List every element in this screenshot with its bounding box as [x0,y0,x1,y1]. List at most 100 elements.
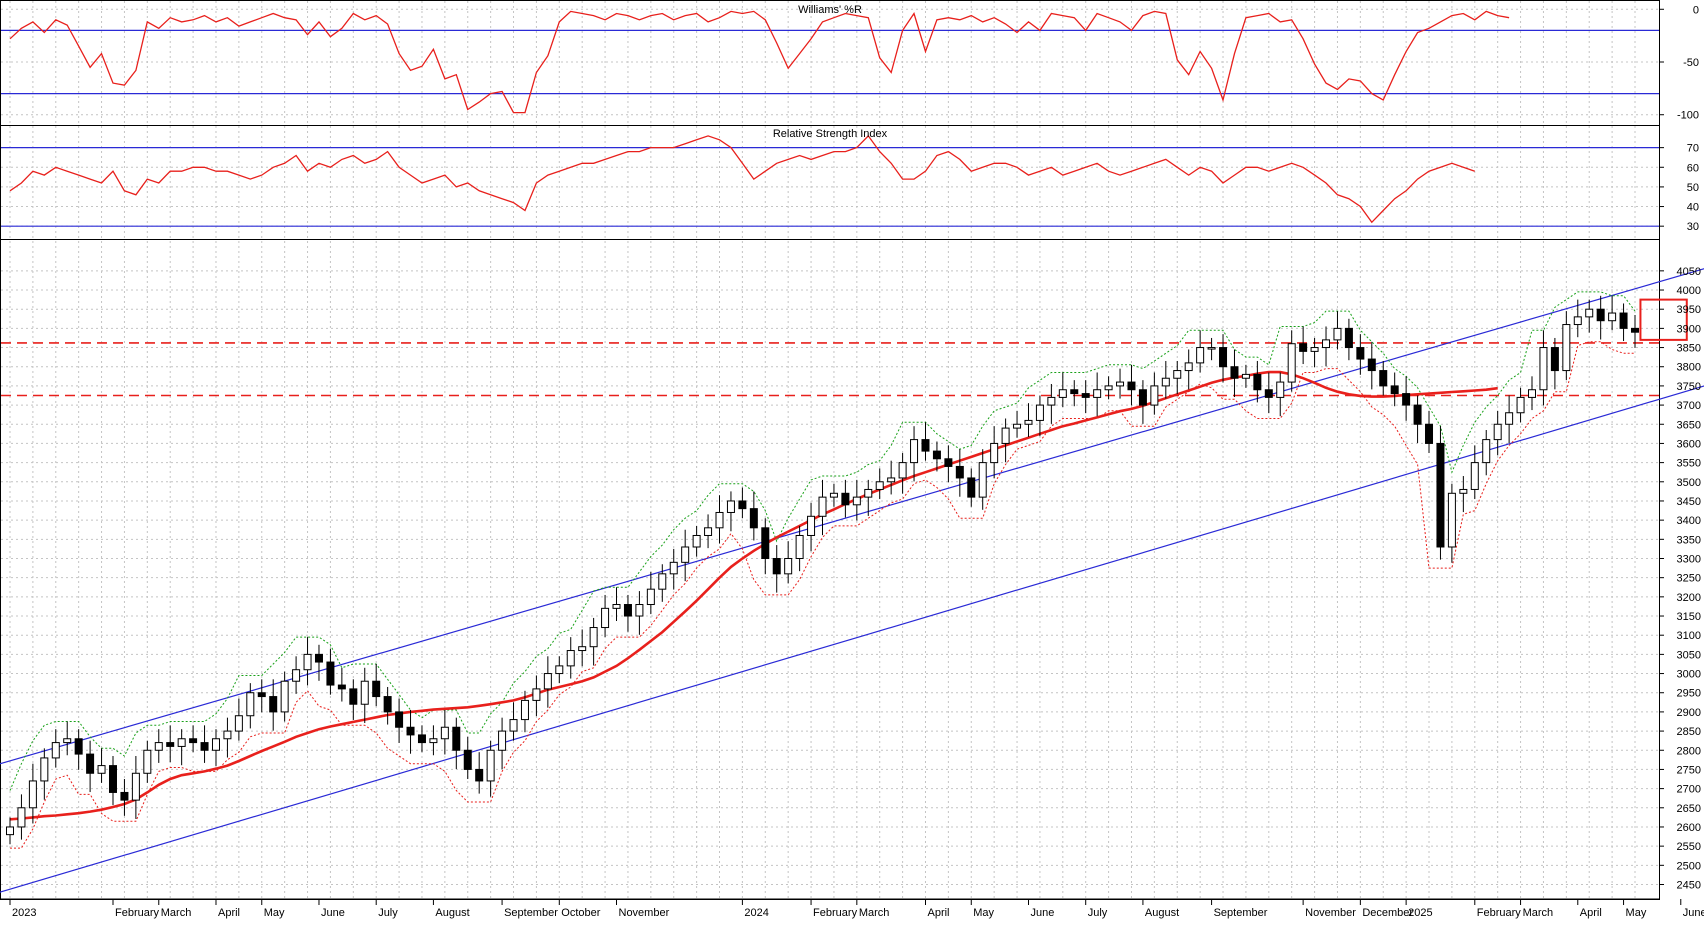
price-y-tick-label: 3700 [1677,400,1701,412]
candle-body [1207,347,1216,350]
x-tick-label: May [264,907,285,919]
candle-body [1493,423,1502,441]
candle-body [1505,412,1514,425]
candle-body [532,688,541,701]
price-y-tick-label: 4000 [1677,285,1701,297]
candle-body [1528,389,1537,398]
candle-body [738,500,747,510]
candle-body [120,791,129,801]
candle-body [1367,358,1376,372]
candle-body [932,450,941,460]
candle-body [887,477,896,483]
x-tick-label: February [813,907,858,919]
price-layer [0,268,1704,893]
candle-body [807,515,816,536]
candle-body [635,604,644,617]
candle-body [543,673,552,690]
candle-body [51,742,60,759]
x-tick-label: March [859,907,890,919]
x-tick-label: April [927,907,949,919]
candle-body [372,680,381,698]
candle-body [246,692,255,717]
candle-body [1287,343,1296,383]
rsi-layer [1,134,1659,227]
price-y-tick-label: 3800 [1677,362,1701,374]
rsi-series-line [9,134,1476,224]
candle-body [1173,370,1182,379]
price-y-tick-label: 2700 [1677,784,1701,796]
x-tick-label: 2023 [12,907,36,919]
price-y-tick-label: 3550 [1677,458,1701,470]
candle-body [1402,393,1411,406]
x-tick-label: July [378,907,398,919]
candle-body [337,684,346,690]
candle-body [166,742,175,747]
candle-body [223,730,232,740]
x-tick-label: February [115,907,160,919]
candle-body [601,607,610,629]
x-tick-label: August [1145,907,1179,919]
candle-body [829,492,838,498]
x-tick-label: April [218,907,240,919]
price-y-tick-label: 3100 [1677,630,1701,642]
candle-body [269,696,278,713]
candle-body [1310,347,1319,352]
price-y-tick-label: 3050 [1677,649,1701,661]
rsi-y-tick-label: 30 [1687,221,1699,233]
candle-body [1253,373,1262,391]
x-tick-label: December [1362,907,1413,919]
price-y-tick-label: 4050 [1677,266,1701,278]
candle-body [1333,327,1342,341]
candle-body [841,492,850,506]
candle-body [1184,362,1193,372]
x-tick-label: June [1683,907,1704,919]
x-tick-label: July [1088,907,1108,919]
candle-body [360,680,369,705]
candle-body [40,757,49,782]
candle-body [555,665,564,675]
price-y-tick-label: 3850 [1677,343,1701,355]
x-tick-label: September [504,907,558,919]
candle-body [1070,389,1079,395]
candle-body [1516,396,1525,414]
candle-body [1276,381,1285,398]
x-tick-label: June [1030,907,1054,919]
candle-body [498,730,507,751]
candle-body [292,669,301,682]
price-y-tick-label: 3950 [1677,304,1701,316]
candle-body [1356,347,1365,360]
x-tick-label: March [1523,907,1554,919]
candle-body [978,462,987,498]
axis-layer: 0 -50 -100 70 60 50 40 30 4050 4000 3950 3900 3850 38… [1,4,1704,919]
candle-body [578,646,587,652]
candle-body [395,711,404,728]
candle-body [704,527,713,536]
candle-body [314,653,323,663]
price-y-tick-label: 2950 [1677,688,1701,700]
candle-body [1161,377,1170,387]
williams-title: Williams' %R [798,4,862,16]
rsi-y-tick-label: 40 [1687,202,1699,214]
candle-body [910,439,919,464]
price-y-tick-label: 2550 [1677,841,1701,853]
candle-body [108,765,117,793]
williams-layer [1,10,1659,114]
channel-lower-line [0,385,1704,893]
candle-body [955,465,964,479]
candle-body [97,765,106,774]
candle-body [1138,389,1147,406]
highlight-box [1639,298,1688,341]
price-panel-frame [0,239,1660,900]
price-y-tick-label: 2900 [1677,707,1701,719]
candle-body [1631,327,1639,333]
candle-body [1230,366,1239,379]
candle-body [612,604,621,609]
candle-body [864,488,873,498]
candle-body [726,500,735,513]
candle-body [1047,396,1056,406]
candle-body [1596,308,1605,322]
candle-body [990,442,999,464]
candle-body [681,546,690,563]
candle-body [1573,316,1582,326]
